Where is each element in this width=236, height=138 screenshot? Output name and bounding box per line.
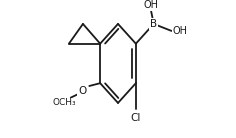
Text: O: O bbox=[78, 86, 86, 96]
Text: OCH₃: OCH₃ bbox=[52, 98, 76, 108]
Text: OH: OH bbox=[144, 0, 159, 10]
Text: OH: OH bbox=[173, 26, 188, 36]
Text: B: B bbox=[150, 19, 157, 29]
Text: Cl: Cl bbox=[131, 113, 141, 123]
